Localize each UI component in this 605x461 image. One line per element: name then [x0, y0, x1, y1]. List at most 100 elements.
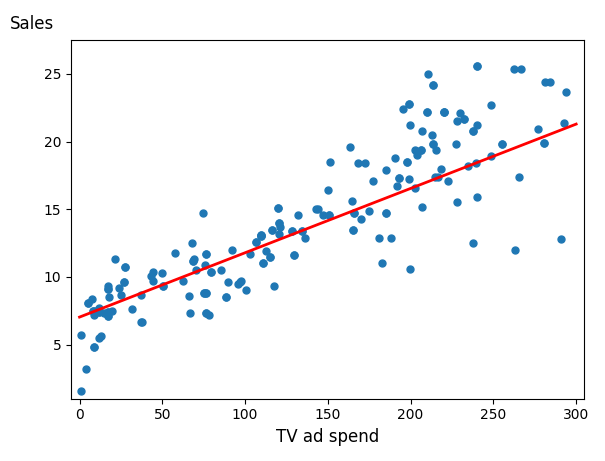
- Point: [201, 310, 211, 317]
- Point: [374, 234, 384, 242]
- Point: [287, 227, 297, 235]
- Point: [235, 278, 245, 286]
- Point: [82, 365, 91, 372]
- Point: [424, 70, 433, 77]
- Point: [368, 177, 378, 184]
- Point: [89, 343, 99, 351]
- Point: [319, 211, 329, 219]
- Point: [114, 284, 124, 291]
- Point: [146, 272, 155, 279]
- Point: [206, 268, 215, 275]
- Point: [76, 387, 85, 394]
- Point: [236, 278, 246, 285]
- Point: [297, 227, 307, 235]
- Point: [393, 183, 402, 190]
- Point: [402, 158, 411, 165]
- Point: [431, 146, 441, 154]
- Point: [273, 204, 283, 212]
- Point: [417, 127, 427, 135]
- Point: [88, 307, 97, 314]
- Point: [348, 226, 358, 233]
- Point: [422, 108, 431, 116]
- Point: [192, 266, 201, 274]
- Point: [103, 285, 113, 293]
- Point: [436, 165, 446, 172]
- Point: [258, 260, 267, 267]
- Point: [381, 166, 390, 174]
- Point: [324, 211, 334, 219]
- Point: [76, 331, 85, 339]
- Point: [439, 108, 449, 116]
- Point: [405, 265, 415, 272]
- Point: [120, 264, 130, 271]
- X-axis label: TV ad spend: TV ad spend: [276, 428, 379, 446]
- Point: [119, 278, 129, 286]
- Point: [353, 160, 363, 167]
- Point: [198, 210, 208, 217]
- Point: [103, 313, 113, 320]
- Point: [509, 65, 519, 72]
- Point: [287, 227, 297, 235]
- Point: [94, 304, 103, 312]
- Point: [265, 253, 275, 260]
- Point: [398, 106, 408, 113]
- Point: [120, 264, 130, 271]
- Point: [94, 308, 103, 316]
- Point: [533, 126, 543, 133]
- Point: [261, 248, 271, 255]
- Point: [136, 291, 145, 298]
- Point: [486, 101, 495, 109]
- Point: [416, 146, 426, 154]
- Point: [227, 246, 237, 254]
- Point: [404, 100, 414, 107]
- Point: [345, 143, 355, 151]
- Point: [107, 307, 117, 314]
- Point: [510, 246, 520, 254]
- Point: [201, 290, 211, 297]
- Point: [322, 187, 332, 194]
- Point: [256, 233, 266, 240]
- Point: [300, 234, 310, 242]
- Point: [87, 295, 96, 302]
- Point: [472, 194, 482, 201]
- Point: [201, 250, 211, 258]
- Point: [251, 238, 261, 245]
- Point: [265, 253, 275, 260]
- Point: [99, 310, 109, 317]
- Point: [410, 184, 420, 191]
- Point: [104, 294, 114, 301]
- Point: [251, 238, 261, 245]
- Point: [472, 62, 482, 70]
- Point: [514, 173, 524, 180]
- Point: [200, 290, 209, 297]
- Point: [451, 141, 460, 148]
- Point: [497, 141, 507, 148]
- Point: [472, 62, 482, 70]
- Point: [170, 249, 180, 256]
- Point: [200, 261, 209, 268]
- Point: [189, 256, 199, 263]
- Point: [184, 292, 194, 300]
- Point: [540, 78, 550, 86]
- Point: [269, 283, 278, 290]
- Point: [453, 199, 462, 206]
- Point: [221, 294, 231, 301]
- Point: [241, 287, 250, 294]
- Point: [540, 139, 549, 147]
- Point: [103, 308, 113, 316]
- Point: [159, 283, 168, 290]
- Point: [274, 219, 284, 226]
- Point: [402, 158, 411, 165]
- Point: [97, 333, 106, 340]
- Text: Sales: Sales: [10, 15, 54, 33]
- Point: [89, 343, 99, 351]
- Point: [148, 278, 158, 285]
- Point: [404, 176, 414, 183]
- Point: [381, 210, 390, 217]
- Point: [273, 230, 283, 237]
- Point: [137, 318, 147, 325]
- Point: [159, 283, 168, 290]
- Point: [289, 252, 299, 259]
- Point: [119, 278, 129, 286]
- Point: [157, 269, 167, 277]
